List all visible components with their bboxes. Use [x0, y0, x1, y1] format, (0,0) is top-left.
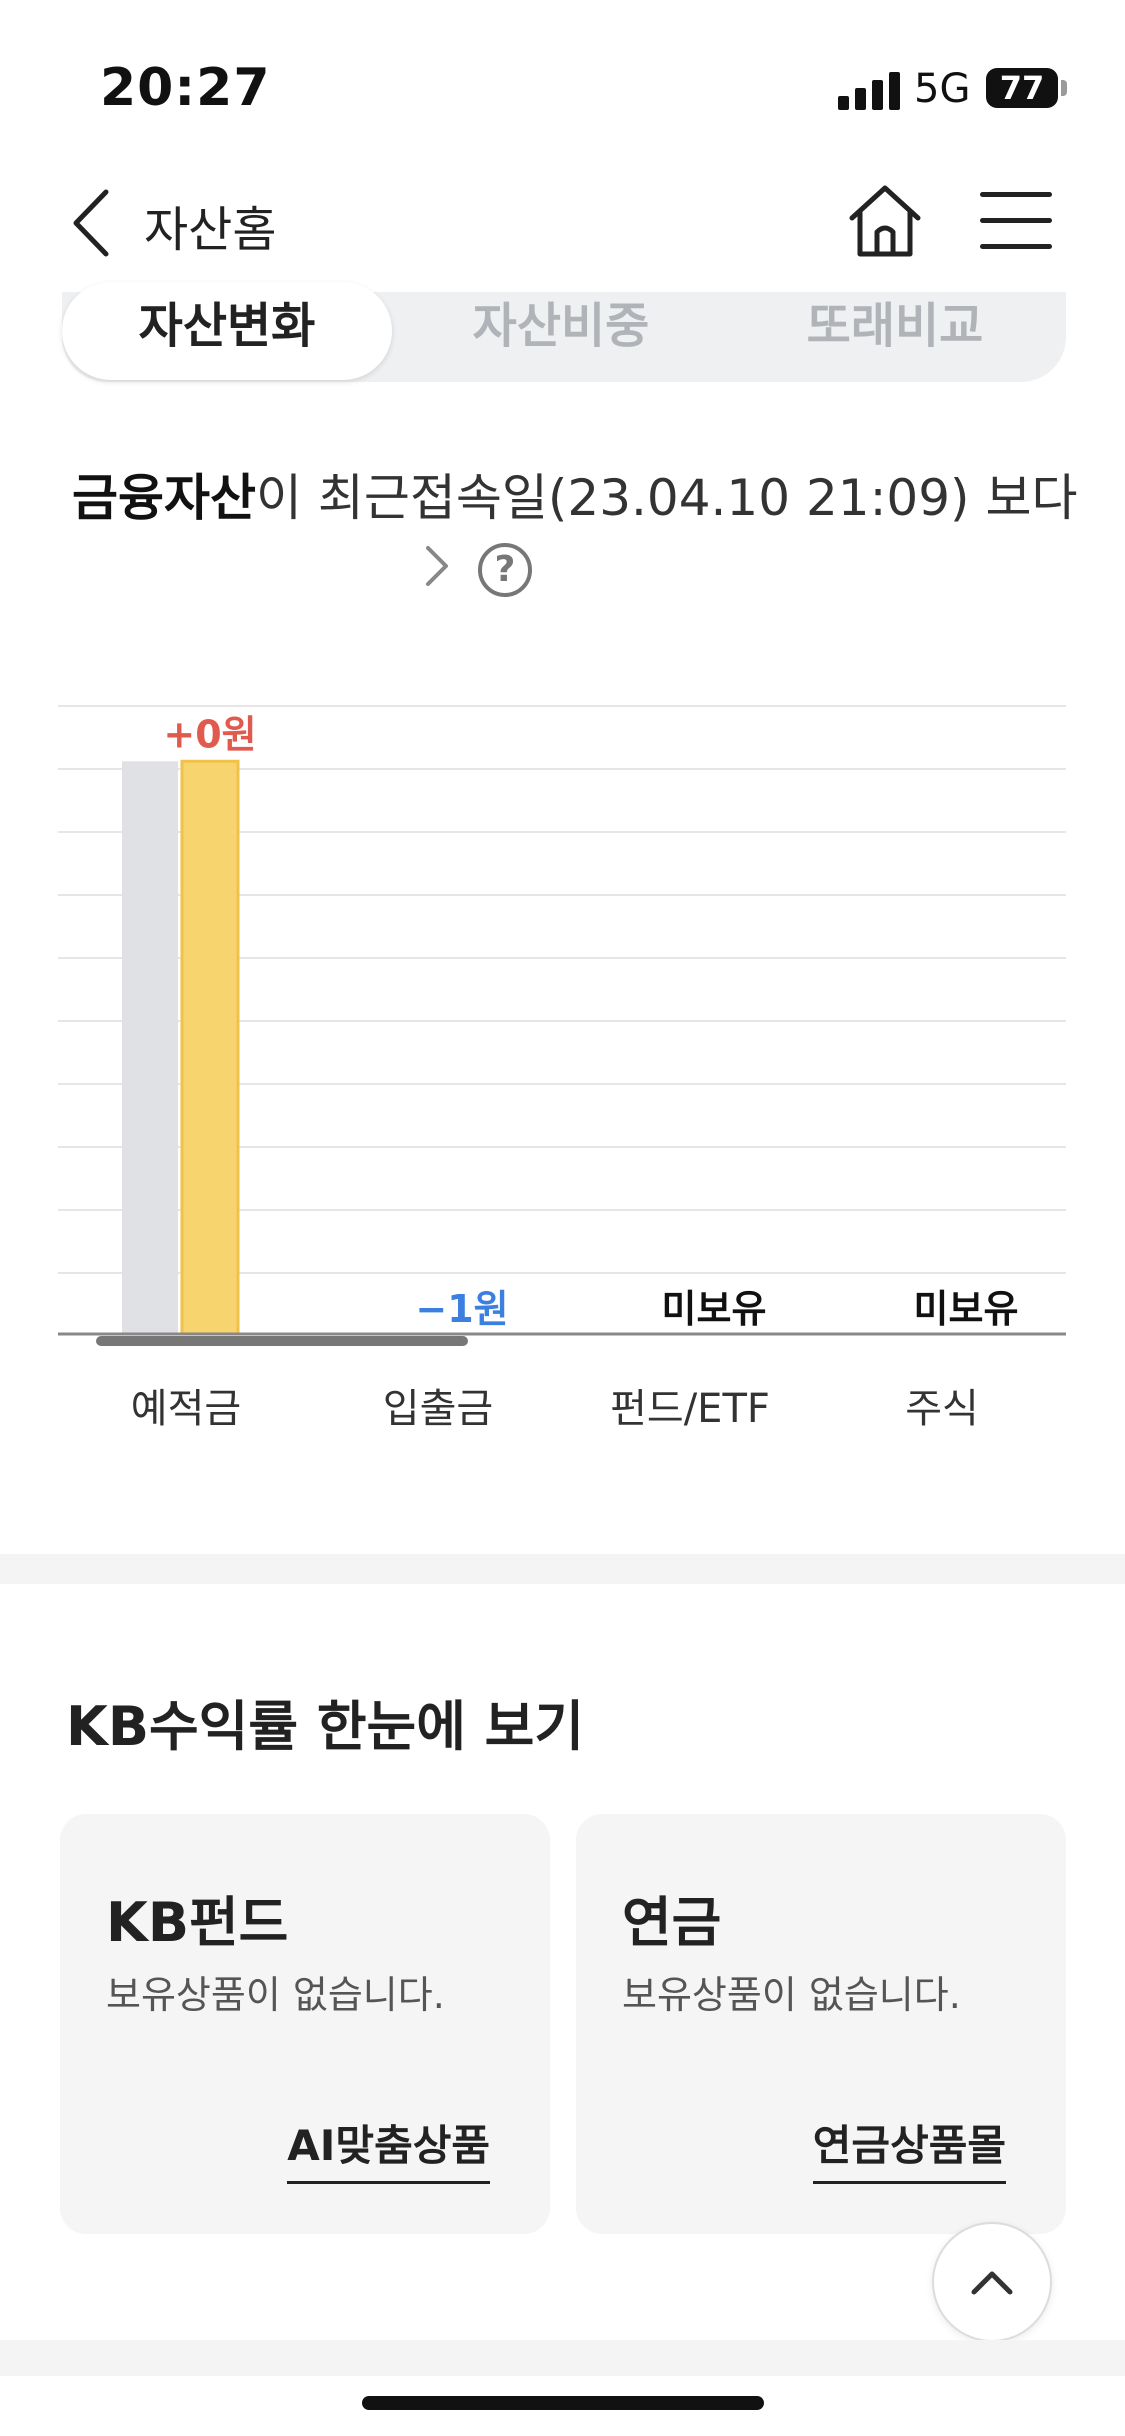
network-type: 5G	[914, 66, 970, 112]
value-label: 미보유	[662, 1287, 767, 1331]
status-time: 20:27	[100, 58, 271, 118]
chevron-right-icon[interactable]	[420, 540, 454, 592]
headline-text: 이 최근접속일(23.04.10 21:09) 보다	[256, 469, 1077, 527]
battery-icon: 77	[986, 68, 1058, 108]
tab-peer-comparison[interactable]: 또래비교	[730, 286, 1060, 356]
bar	[122, 761, 178, 1334]
category-label: 예적금	[131, 1386, 241, 1432]
cellular-signal-icon	[838, 72, 900, 110]
chevron-up-icon	[934, 2224, 1054, 2344]
pension-mall-link[interactable]: 연금상품몰	[813, 2112, 1006, 2184]
section-title: KB수익률 한눈에 보기	[66, 1682, 584, 1761]
section-divider	[0, 1554, 1125, 1584]
home-icon[interactable]	[846, 182, 924, 260]
chart-scroll-indicator	[96, 1336, 468, 1346]
value-label: 미보유	[914, 1287, 1019, 1331]
bar	[182, 761, 238, 1334]
asset-change-headline: 금융자산이 최근접속일(23.04.10 21:09) 보다	[72, 458, 1077, 530]
help-icon[interactable]: ?	[478, 543, 532, 597]
tab-asset-ratio[interactable]: 자산비중	[396, 286, 726, 356]
menu-icon[interactable]	[980, 188, 1052, 252]
card-title: KB펀드	[106, 1878, 288, 1957]
page-title: 자산홈	[144, 190, 276, 260]
scroll-top-button[interactable]	[932, 2222, 1052, 2342]
ai-recommend-link[interactable]: AI맞춤상품	[287, 2112, 490, 2184]
category-label: 펀드/ETF	[610, 1386, 770, 1432]
battery-nub	[1061, 80, 1067, 96]
tab-asset-change[interactable]: 자산변화	[62, 286, 392, 356]
card-description: 보유상품이 없습니다.	[622, 1964, 961, 2019]
headline-emphasis: 금융자산	[72, 469, 256, 527]
category-label: 입출금	[383, 1386, 493, 1432]
bottom-band	[0, 2340, 1125, 2376]
pension-card: 연금 보유상품이 없습니다. 연금상품몰	[576, 1814, 1066, 2234]
back-icon[interactable]	[66, 186, 126, 260]
home-indicator	[362, 2396, 764, 2410]
kb-fund-card: KB펀드 보유상품이 없습니다. AI맞춤상품	[60, 1814, 550, 2234]
value-label: +0원	[163, 712, 256, 756]
category-label: 주식	[905, 1386, 979, 1432]
value-label: −1원	[415, 1287, 508, 1331]
card-description: 보유상품이 없습니다.	[106, 1964, 445, 2019]
card-title: 연금	[622, 1878, 721, 1957]
